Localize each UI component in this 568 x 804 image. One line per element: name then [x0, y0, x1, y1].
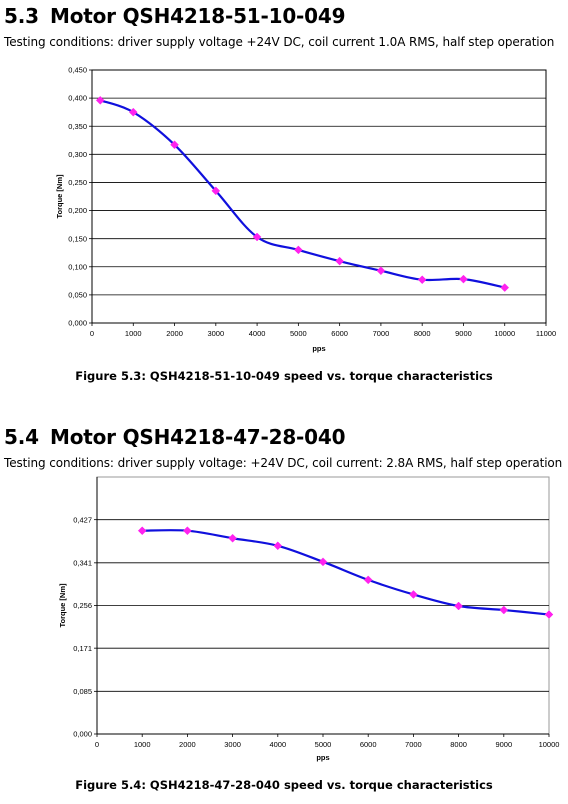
y-tick-label: 0,300 — [68, 150, 87, 159]
x-tick-label: 0 — [90, 329, 94, 338]
y-tick-label: 0,050 — [68, 290, 87, 299]
x-tick-label: 10000 — [494, 329, 515, 338]
section-title-5-4: 5.4 Motor QSH4218-47-28-040 — [4, 425, 345, 449]
data-point — [499, 605, 509, 615]
section-number: 5.3 — [4, 4, 39, 28]
figure-caption: Figure 5.4: QSH4218-47-28-040 speed vs. … — [75, 778, 493, 792]
x-tick-label: 4000 — [249, 329, 266, 338]
data-point — [417, 275, 427, 285]
x-tick-label: 11000 — [536, 329, 556, 338]
x-tick-label: 2000 — [179, 740, 196, 749]
x-tick-label: 10000 — [539, 740, 560, 749]
data-point — [409, 590, 418, 599]
y-tick-label: 0,341 — [73, 558, 92, 567]
data-point — [335, 256, 344, 266]
y-tick-label: 0,085 — [73, 687, 92, 696]
x-tick-label: 0 — [95, 740, 99, 749]
testing-conditions: Testing conditions: driver supply voltag… — [4, 456, 563, 470]
x-tick-label: 2000 — [166, 329, 183, 338]
x-tick-label: 4000 — [269, 740, 286, 749]
y-tick-label: 0,000 — [73, 730, 92, 739]
x-tick-label: 7000 — [405, 740, 422, 749]
speed-torque-chart-5-4: 0,000 0,085 0,171 0,256 0,341 0,427 0 1000 2000 3… — [58, 476, 560, 762]
x-tick-label: 6000 — [331, 329, 348, 338]
section-heading: Motor QSH4218-47-28-040 — [50, 425, 346, 449]
x-tick-label: 8000 — [450, 740, 467, 749]
data-point — [500, 283, 510, 292]
y-tick-label: 0,256 — [73, 601, 92, 610]
x-tick-label: 3000 — [207, 329, 224, 338]
y-tick-label: 0,000 — [68, 319, 87, 328]
x-tick-label: 6000 — [360, 740, 377, 749]
y-axis-label: Torque [Nm] — [55, 174, 64, 219]
y-axis-label: Torque [Nm] — [58, 583, 67, 628]
data-point — [211, 186, 221, 196]
section-number: 5.4 — [4, 425, 39, 449]
data-point — [228, 533, 237, 543]
data-point — [459, 274, 468, 284]
y-tick-label: 0,200 — [68, 206, 87, 215]
testing-conditions: Testing conditions: driver supply voltag… — [4, 35, 555, 49]
x-tick-label: 8000 — [414, 329, 431, 338]
x-tick-label: 5000 — [290, 329, 307, 338]
data-point — [183, 526, 192, 536]
y-tick-label: 0,450 — [68, 66, 87, 75]
data-point — [454, 601, 463, 611]
plot-area — [91, 69, 547, 324]
figure-caption: Figure 5.3: QSH4218-51-10-049 speed vs. … — [75, 369, 493, 383]
data-point — [294, 245, 303, 255]
y-tick-label: 0,150 — [68, 234, 87, 243]
x-tick-label: 9000 — [495, 740, 512, 749]
data-point — [252, 232, 262, 242]
x-tick-label: 1000 — [134, 740, 151, 749]
x-tick-label: 7000 — [373, 329, 390, 338]
data-point — [376, 266, 386, 276]
y-tick-label: 0,171 — [73, 644, 92, 653]
data-point — [318, 557, 328, 567]
x-tick-label: 9000 — [455, 329, 472, 338]
y-tick-label: 0,250 — [68, 178, 87, 187]
data-point — [170, 140, 179, 150]
y-tick-label: 0,350 — [68, 122, 87, 131]
x-tick-label: 5000 — [315, 740, 332, 749]
section-title-5-3: 5.3 Motor QSH4218-51-10-049 — [4, 4, 345, 28]
data-point — [363, 575, 373, 585]
x-axis-label: pps — [316, 753, 329, 762]
data-point — [95, 96, 105, 105]
speed-torque-chart-5-3: 0,000 0,050 0,100 0,150 0,200 0,250 0,300 0,350… — [55, 66, 556, 353]
series-line — [141, 529, 551, 616]
y-tick-label: 0,427 — [73, 515, 92, 524]
data-point — [273, 541, 283, 551]
section-heading: Motor QSH4218-51-10-049 — [50, 4, 346, 28]
data-point — [137, 526, 147, 536]
y-tick-label: 0,100 — [68, 262, 87, 271]
x-axis-label: pps — [312, 344, 325, 353]
data-point — [544, 610, 554, 619]
y-tick-label: 0,400 — [68, 94, 87, 103]
data-point — [128, 107, 138, 117]
x-tick-label: 3000 — [224, 740, 241, 749]
x-tick-label: 1000 — [125, 329, 142, 338]
